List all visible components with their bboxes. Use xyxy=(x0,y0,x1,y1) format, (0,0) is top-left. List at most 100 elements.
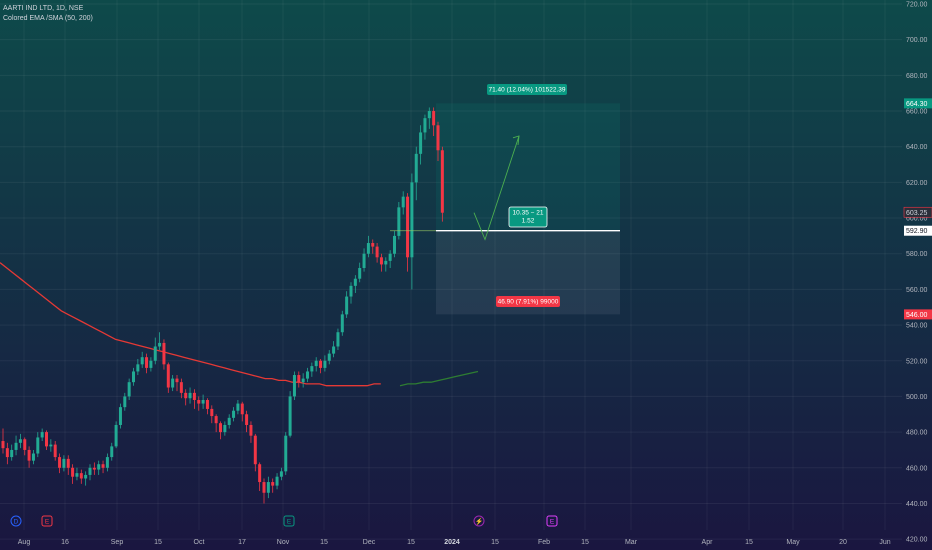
x-tick-label: May xyxy=(786,539,800,546)
candle-body xyxy=(179,382,183,393)
candle-body xyxy=(201,400,205,404)
y-tick-label: 580.00 xyxy=(906,251,928,258)
price-axis[interactable]: 720.00 700.00 680.00 660.00 640.00 620.00 600.… xyxy=(903,2,932,544)
center-label-text: 1.52 xyxy=(522,218,535,225)
x-tick-label: 15 xyxy=(320,539,328,546)
candle-body xyxy=(249,424,253,436)
x-tick-label: Mar xyxy=(625,539,638,546)
event-badge-news xyxy=(473,515,485,527)
chart-legend: AARTI IND LTD, 1D, NSE Colored EMA /SMA … xyxy=(3,4,93,24)
candle-body xyxy=(262,482,266,493)
ema50-line xyxy=(399,370,479,387)
candle-body xyxy=(266,482,270,493)
x-tick-label: Apr xyxy=(702,539,714,546)
x-tick-label: 16 xyxy=(61,539,69,546)
candle-body xyxy=(258,464,262,483)
candle-body xyxy=(401,196,405,208)
candle-body xyxy=(149,360,153,368)
candle-body xyxy=(166,364,170,388)
x-tick-label: 15 xyxy=(581,539,589,546)
candle-body xyxy=(97,464,101,470)
candle-body xyxy=(105,457,109,468)
candle-body xyxy=(279,471,283,477)
loss-label-box xyxy=(496,296,560,307)
candle-body xyxy=(53,444,57,458)
x-tick-label: 17 xyxy=(238,539,246,546)
candle-body xyxy=(393,235,396,254)
candle-body xyxy=(66,458,70,468)
candle-body xyxy=(31,453,35,461)
candle-body xyxy=(223,424,227,433)
candle-body xyxy=(358,268,362,279)
y-tick-label: 460.00 xyxy=(906,465,928,472)
candle-body xyxy=(71,467,75,477)
candles xyxy=(1,107,444,504)
candle-body xyxy=(253,435,257,465)
candle-body xyxy=(5,448,9,458)
candle-body xyxy=(18,439,22,443)
candle-body xyxy=(58,457,62,468)
y-tick-label: 680.00 xyxy=(906,73,928,80)
candle-body xyxy=(406,196,410,258)
y-tick-label: 660.00 xyxy=(906,109,928,116)
indicator-title[interactable]: Colored EMA /SMA (50, 200) xyxy=(3,15,93,22)
candle-body xyxy=(336,332,340,347)
x-tick-label: Oct xyxy=(194,539,205,546)
candle-body xyxy=(306,371,309,379)
arrow-head xyxy=(512,135,520,145)
candle-body xyxy=(84,474,88,479)
candle-body xyxy=(314,360,318,367)
candle-body xyxy=(310,366,314,372)
event-badge-letter: E xyxy=(287,519,292,526)
candle-body xyxy=(236,403,240,411)
x-tick-label: 15 xyxy=(745,539,753,546)
candle-body xyxy=(284,435,288,472)
candle-body xyxy=(114,424,118,447)
price-tag-entry xyxy=(904,225,932,236)
candle-body xyxy=(92,467,96,470)
price-tag-text: 603.25 xyxy=(906,210,928,217)
candle-body xyxy=(145,357,149,368)
candle-body xyxy=(79,473,83,479)
candle-body xyxy=(440,150,444,213)
candle-body xyxy=(27,449,31,461)
y-tick-label: 640.00 xyxy=(906,144,928,151)
candle-body xyxy=(436,125,440,151)
candle-body xyxy=(323,360,327,368)
candle-body xyxy=(188,392,192,399)
x-tick-label: 15 xyxy=(407,539,415,546)
time-axis[interactable]: Aug 16 Sep 15 Oct 17 Nov 15 Dec 15 2024 15 Feb 15 Mar A… xyxy=(18,539,891,546)
candle-body xyxy=(245,414,249,425)
candle-body xyxy=(292,375,296,397)
x-tick-label: Jun xyxy=(879,539,890,546)
candle-body xyxy=(301,378,305,383)
x-tick-label: 15 xyxy=(154,539,162,546)
price-tag-text: 546.00 xyxy=(906,312,928,319)
price-tag-profit xyxy=(904,98,932,109)
center-label-box xyxy=(509,207,547,227)
candle-body xyxy=(23,439,27,450)
candle-body xyxy=(118,407,122,425)
candle-body xyxy=(379,257,383,265)
event-badge-letter: E xyxy=(45,519,50,526)
symbol-title[interactable]: AARTI IND LTD, 1D, NSE xyxy=(3,5,84,12)
candle-body xyxy=(327,353,331,361)
candle-body xyxy=(45,432,48,447)
candle-body xyxy=(419,132,423,154)
candle-body xyxy=(275,476,279,486)
x-tick-label: 20 xyxy=(839,539,847,546)
event-badge-letter: E xyxy=(550,519,555,526)
candle-body xyxy=(332,346,336,354)
event-badge-letter: ⚡ xyxy=(475,518,483,526)
price-tag-text: 592.90 xyxy=(906,228,928,235)
candle-body xyxy=(345,296,349,315)
candle-body xyxy=(375,246,379,258)
y-tick-label: 700.00 xyxy=(906,37,928,44)
y-tick-label: 540.00 xyxy=(906,323,928,330)
y-tick-label: 620.00 xyxy=(906,180,928,187)
candle-body xyxy=(62,458,66,468)
profit-label-box xyxy=(487,84,567,95)
price-tag-loss xyxy=(904,309,932,320)
candle-body xyxy=(110,446,114,458)
